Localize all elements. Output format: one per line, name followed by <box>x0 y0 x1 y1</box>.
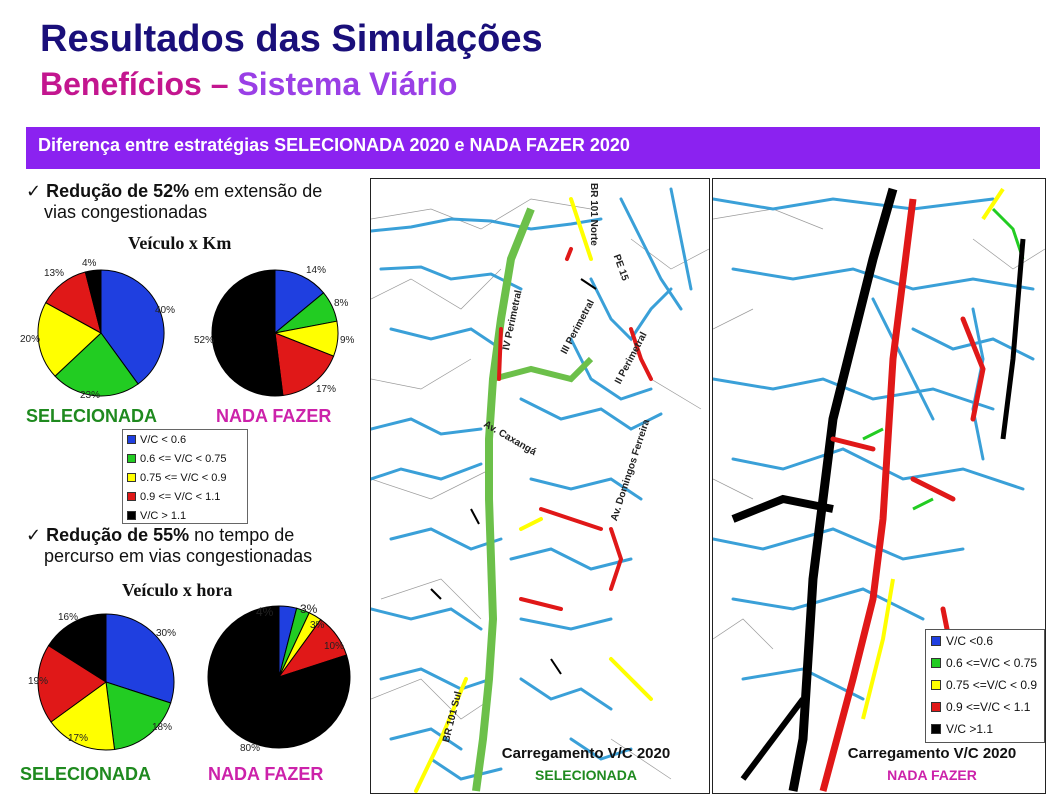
legend-item: 0.9 <=V/C < 1.1 <box>926 696 1044 718</box>
pie-slice-v-c-1-1 <box>211 269 284 397</box>
legend-item: V/C < 0.6 <box>123 430 247 449</box>
legend-item: 0.75 <= V/C < 0.9 <box>123 468 247 487</box>
pie-slice-v-c-1-1 <box>84 269 102 334</box>
pie-slice-0-75-v-c-0-9 <box>37 301 102 377</box>
pie-chart-selecionada-km <box>37 269 165 397</box>
chart-title-veh-km: Veículo x Km <box>128 233 232 253</box>
pie-caption-nada-fazer: NADA FAZER <box>208 764 324 784</box>
road-network-map <box>713 187 1045 792</box>
pie-caption-selecionada: SELECIONADA <box>26 406 158 426</box>
bullet-extension-reduction: ✓ Redução de 52% em extensão de <box>26 181 322 202</box>
pie-label: 17% <box>68 733 89 744</box>
legend-swatch-yellow <box>127 473 136 482</box>
pie-label: 13% <box>44 268 65 279</box>
bullet-bold-text: Redução de 52% <box>46 181 190 201</box>
legend-swatch-blue <box>931 636 941 646</box>
pie-slice-0-9-v-c-1-1 <box>37 644 107 723</box>
pie-label: 20% <box>20 334 41 345</box>
legend-item: 0.6 <=V/C < 0.75 <box>926 652 1044 674</box>
pie-label: 52% <box>194 335 215 346</box>
chart-title-veh-hora: Veículo x hora <box>122 580 233 600</box>
subtitle-part-system: Sistema Viário <box>237 66 458 102</box>
legend-swatch-green <box>127 454 136 463</box>
legend-swatch-black <box>127 511 136 520</box>
check-icon: ✓ <box>26 181 42 201</box>
legend-swatch-black <box>931 724 941 734</box>
legend-item: V/C <0.6 <box>926 630 1044 652</box>
legend-item: 0.75 <=V/C < 0.9 <box>926 674 1044 696</box>
pie-label: 9% <box>340 335 355 346</box>
legend-swatch-yellow <box>931 680 941 690</box>
subtitle-part-benefits: Benefícios – <box>40 66 238 102</box>
pie-label: 14% <box>306 265 327 276</box>
pie-slice-0-6-v-c-0-75 <box>54 332 139 397</box>
page-subtitle: Benefícios – Sistema Viário <box>40 66 457 103</box>
pie-label: 4% <box>82 258 97 269</box>
legend-item: V/C > 1.1 <box>123 506 247 525</box>
pie-slice-v-c-0-6 <box>274 269 325 335</box>
page-title: Resultados das Simulações <box>40 18 543 60</box>
pie-label: 8% <box>334 298 349 309</box>
road-network-map <box>371 187 709 793</box>
pie-chart-selecionada-hora <box>37 613 175 751</box>
bullet-bold-text: Redução de 55% <box>46 525 190 545</box>
pie-slice-v-c-1-1 <box>207 605 351 749</box>
pie-chart-nadafazer-hora <box>207 605 351 749</box>
legend-swatch-blue <box>127 435 136 444</box>
pie-label: 4% <box>256 605 274 619</box>
map-label: BR 101 Norte <box>588 183 599 246</box>
pie-slice-0-6-v-c-0-75 <box>105 681 172 751</box>
bullet-rest-text: em extensão de <box>189 181 323 201</box>
pie-slice-v-c-1-1 <box>47 613 107 683</box>
legend-item: 0.6 <= V/C < 0.75 <box>123 449 247 468</box>
bullet-rest-text: no tempo de <box>189 525 295 545</box>
pie-label: 10% <box>324 641 345 652</box>
pie-label: 17% <box>316 384 337 395</box>
comparison-banner: Diferença entre estratégias SELECIONADA … <box>26 127 1040 169</box>
pie-slice-0-9-v-c-1-1 <box>274 332 335 397</box>
legend-item: 0.9 <= V/C < 1.1 <box>123 487 247 506</box>
pie-label: 16% <box>58 612 79 623</box>
map-legend: V/C <0.6 0.6 <=V/C < 0.75 0.75 <=V/C < 0… <box>925 629 1045 743</box>
pie-label: 3% <box>300 602 318 616</box>
pie-slice-v-c-0-6 <box>105 613 175 704</box>
legend-swatch-red <box>127 492 136 501</box>
check-icon: ✓ <box>26 525 42 545</box>
map-caption-strategy: NADA FAZER <box>887 767 977 783</box>
pie-legend: V/C < 0.6 0.6 <= V/C < 0.75 0.75 <= V/C … <box>122 429 248 524</box>
bullet-line2: vias congestionadas <box>44 202 208 222</box>
map-caption: Carregamento V/C 2020 <box>847 745 1017 762</box>
pie-label: 30% <box>156 628 177 639</box>
pie-label: 3% <box>310 620 325 631</box>
pie-label: 40% <box>155 305 176 316</box>
pie-slice-v-c-0-6 <box>100 269 165 385</box>
map-caption: Carregamento V/C 2020 <box>501 745 671 762</box>
legend-swatch-red <box>931 702 941 712</box>
pie-label: 23% <box>80 390 101 401</box>
pie-label: 80% <box>240 743 261 754</box>
pie-label: 19% <box>28 676 49 687</box>
map-selecionada: BR 101 Norte PE 15 IV Perimetral III Per… <box>370 178 710 794</box>
pie-chart-nadafazer-km <box>211 269 339 397</box>
bullet-time-reduction: ✓ Redução de 55% no tempo de <box>26 525 294 546</box>
pie-caption-nada-fazer: NADA FAZER <box>216 406 332 426</box>
legend-swatch-green <box>931 658 941 668</box>
bullet-line2: percurso em vias congestionadas <box>44 546 313 566</box>
map-nada-fazer: V/C <0.6 0.6 <=V/C < 0.75 0.75 <=V/C < 0… <box>712 178 1046 794</box>
legend-item: V/C >1.1 <box>926 718 1044 740</box>
map-caption-strategy: SELECIONADA <box>535 767 637 783</box>
pie-caption-selecionada: SELECIONADA <box>20 764 152 784</box>
pie-label: 18% <box>152 722 173 733</box>
pie-slice-0-75-v-c-0-9 <box>50 681 116 751</box>
